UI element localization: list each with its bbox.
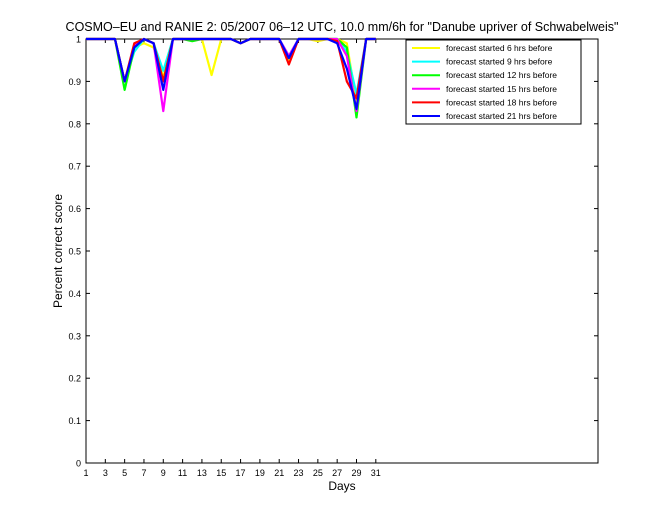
legend-entry: forecast started 21 hrs before (446, 111, 557, 121)
x-tick-label: 9 (161, 468, 166, 478)
y-tick-label: 0.1 (68, 416, 81, 426)
legend-entry: forecast started 18 hrs before (446, 97, 557, 107)
x-tick-label: 31 (371, 468, 381, 478)
y-axis-label: Percent correct score (51, 194, 65, 308)
series-lines (86, 37, 376, 119)
y-tick-label: 0.5 (68, 247, 81, 257)
legend-entry: forecast started 9 hrs before (446, 57, 553, 67)
y-tick-label: 0.3 (68, 331, 81, 341)
x-tick-label: 19 (255, 468, 265, 478)
x-tick-label: 17 (236, 468, 246, 478)
legend-entry: forecast started 12 hrs before (446, 70, 557, 80)
y-tick-label: 0.9 (68, 77, 81, 87)
legend: forecast started 6 hrs before forecast st… (405, 39, 582, 125)
y-tick-label: 0.8 (68, 119, 81, 129)
x-tick-label: 29 (351, 468, 361, 478)
y-tick-label: 0 (76, 459, 81, 469)
x-tick-label: 13 (197, 468, 207, 478)
x-tick-label: 23 (294, 468, 304, 478)
legend-box (405, 39, 582, 125)
y-tick-label: 0.4 (68, 289, 81, 299)
x-tick-label: 21 (274, 468, 284, 478)
x-tick-label: 3 (103, 468, 108, 478)
x-axis-label: Days (328, 479, 355, 493)
x-tick-label: 11 (178, 468, 187, 478)
y-tick-label: 1 (76, 35, 81, 45)
legend-entry: forecast started 15 hrs before (446, 84, 557, 94)
legend-entry: forecast started 6 hrs before (446, 43, 553, 53)
series-line (86, 37, 376, 111)
y-tick-label: 0.7 (68, 162, 81, 172)
x-tick-label: 27 (332, 468, 342, 478)
x-tick-label: 5 (122, 468, 127, 478)
x-tick-label: 15 (216, 468, 226, 478)
y-tick-label: 0.6 (68, 204, 81, 214)
x-tick-label: 7 (141, 468, 146, 478)
y-tick-label: 0.2 (68, 374, 81, 384)
chart-title: COSMO–EU and RANIE 2: 05/2007 06–12 UTC,… (66, 20, 619, 34)
x-tick-label: 25 (313, 468, 323, 478)
x-tick-label: 1 (83, 468, 88, 478)
